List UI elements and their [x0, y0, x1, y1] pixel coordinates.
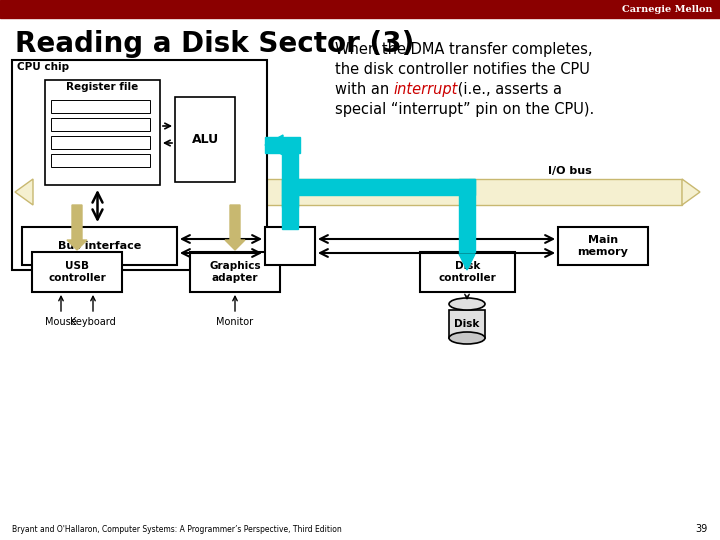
Text: Bus interface: Bus interface: [58, 241, 141, 251]
Bar: [265, 227, 315, 265]
FancyArrow shape: [225, 205, 245, 250]
Bar: [33, 179, 682, 205]
Text: Disk: Disk: [454, 319, 480, 329]
Bar: [459, 179, 475, 205]
Bar: [12, 60, 267, 270]
Bar: [420, 252, 515, 292]
Text: Register file: Register file: [66, 82, 139, 92]
Bar: [558, 227, 648, 265]
Text: the disk controller notifies the CPU: the disk controller notifies the CPU: [335, 62, 590, 77]
Polygon shape: [682, 179, 700, 205]
FancyArrow shape: [67, 205, 87, 250]
Bar: [449, 310, 485, 338]
Bar: [459, 205, 475, 252]
Bar: [0, 0, 720, 18]
Bar: [282, 145, 298, 229]
Bar: [265, 137, 300, 153]
Bar: [51, 136, 150, 149]
Text: with an: with an: [335, 82, 394, 97]
Text: 39: 39: [696, 524, 708, 534]
Bar: [51, 100, 150, 113]
Text: Carnegie Mellon: Carnegie Mellon: [621, 4, 712, 14]
Text: ALU: ALU: [192, 133, 219, 146]
Ellipse shape: [449, 332, 485, 344]
Bar: [190, 252, 280, 292]
Text: CPU chip: CPU chip: [17, 62, 69, 72]
Text: When the DMA transfer completes,: When the DMA transfer completes,: [335, 42, 593, 57]
Text: Main
memory: Main memory: [577, 235, 629, 257]
Bar: [51, 118, 150, 131]
Text: Mouse: Mouse: [45, 317, 77, 327]
Bar: [175, 97, 235, 182]
Text: special “interrupt” pin on the CPU).: special “interrupt” pin on the CPU).: [335, 102, 594, 117]
Bar: [282, 179, 475, 195]
Bar: [22, 227, 177, 265]
Bar: [45, 80, 160, 185]
Text: Reading a Disk Sector (3): Reading a Disk Sector (3): [15, 30, 415, 58]
Text: Bryant and O'Hallaron, Computer Systems: A Programmer’s Perspective, Third Editi: Bryant and O'Hallaron, Computer Systems:…: [12, 525, 342, 534]
Text: Graphics
adapter: Graphics adapter: [210, 261, 261, 283]
Bar: [282, 195, 298, 207]
Text: Keyboard: Keyboard: [70, 317, 116, 327]
Text: interrupt: interrupt: [393, 82, 457, 97]
Polygon shape: [459, 254, 475, 270]
Bar: [51, 154, 150, 167]
Bar: [32, 252, 122, 292]
Ellipse shape: [449, 298, 485, 310]
Polygon shape: [15, 179, 33, 205]
Text: I/O bus: I/O bus: [548, 166, 592, 176]
Polygon shape: [265, 135, 283, 155]
Text: Monitor: Monitor: [217, 317, 253, 327]
Text: Disk
controller: Disk controller: [438, 261, 496, 283]
Text: USB
controller: USB controller: [48, 261, 106, 283]
Text: (i.e., asserts a: (i.e., asserts a: [453, 82, 562, 97]
